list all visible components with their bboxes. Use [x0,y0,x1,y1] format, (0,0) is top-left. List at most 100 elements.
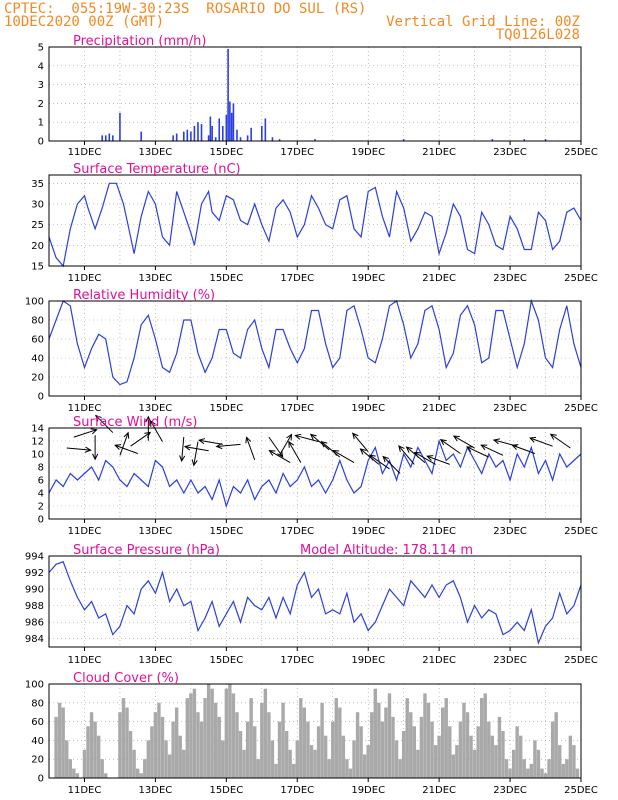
wind-arrow-shaft [406,446,426,463]
x-tick-label: 17DEC [280,655,314,666]
precipitation-bar [101,135,103,141]
wind-arrow-head [183,444,191,451]
cloud-cover-bar [203,698,207,778]
wind-arrow-shaft [181,437,185,462]
cloud-cover-bar [508,768,512,778]
cloud-cover-bar [313,749,317,778]
cloud-cover-bar [387,693,392,778]
wind-arrow-head [405,446,413,453]
header-run-date: 10DEC2020 00Z (GMT) [4,14,165,30]
x-tick-label: 19DEC [351,655,385,666]
wind-arrow-head [511,444,519,450]
y-tick-label: 990 [25,585,44,596]
cloud-cover-bar [61,707,65,778]
cloud-cover-bar [139,773,143,778]
precipitation-bar [182,131,185,141]
wind-arrow-head [95,414,102,422]
cloud-cover-bar [256,759,260,778]
x-tick-label: 21DEC [422,785,456,796]
x-tick-label: 15DEC [209,403,243,414]
precipitation-bar [108,133,111,141]
x-tick-label: 15DEC [209,273,243,284]
cloud-cover-bar [182,749,186,778]
panel-frame [48,683,582,779]
wind-arrow-shaft [295,434,319,443]
precipitation-bar [264,118,267,141]
cloud-cover-bar [164,740,168,778]
x-tick-label: 25DEC [564,526,598,537]
wind-arrow-head [114,444,122,450]
x-tick-label: 11DEC [68,403,102,414]
wind-arrow-head [368,454,376,461]
cloud-cover-bar [412,726,417,778]
cloud-cover-bar [249,698,253,778]
cloud-cover-bar [284,731,289,778]
x-tick-label: 25DEC [564,655,598,666]
wind-arrow-head [277,450,284,458]
cloud-cover-bar [419,716,424,778]
cloud-cover-bar [522,759,526,778]
cloud-cover-bar [504,759,509,778]
cloud-cover-bar [125,707,129,778]
x-tick-label: 15DEC [209,526,243,537]
x-tick-label: 13DEC [139,403,173,414]
x-tick-label: 13DEC [139,526,173,537]
wind-arrow-head [294,433,302,440]
wind-arrow-shaft [269,450,291,464]
cloud-cover-bar [288,749,292,778]
series-line [48,182,582,268]
cloud-cover-bar [373,688,377,778]
cloud-cover-bar [394,740,399,778]
y-tick-label: 8 [38,463,44,474]
cloud-cover-bar [100,759,104,778]
panel-title: Relative Humidity (%) [73,288,215,303]
cloud-cover-bar [121,698,126,778]
cloud-cover-bar [448,726,452,778]
series-line [48,298,582,386]
cloud-cover-bar [93,721,97,778]
panel-frame [48,174,582,267]
wind-arrow-head [413,451,421,458]
panel-frame [48,300,582,397]
cloud-cover-bar [416,749,420,778]
x-tick-label: 13DEC [139,147,173,158]
precipitation-bar [175,133,178,141]
cloud-cover-bar [366,745,370,778]
x-tick-label: 19DEC [351,526,385,537]
y-tick-label: 10 [31,450,44,461]
cloud-cover-bar [274,763,278,778]
cloud-cover-bar [355,712,360,778]
x-tick-label: 23DEC [493,655,527,666]
precipitation-bar [271,137,274,141]
wind-arrow-shaft [119,432,129,456]
cloud-cover-bar [309,745,314,778]
wind-arrow-shaft [193,441,199,466]
cloud-cover-bar [96,735,101,778]
wind-arrow-head [286,433,293,441]
cloud-cover-bar [575,768,580,778]
y-tick-label: 30 [31,199,44,210]
cloud-cover-bar [437,735,441,778]
wind-arrow-shaft [216,443,241,447]
cloud-cover-bar [515,726,519,778]
cloud-cover-bar [199,721,204,778]
wind-arrow-shaft [150,420,163,442]
wind-arrow-shaft [246,437,256,461]
cloud-cover-bar [479,698,484,778]
cloud-cover-bar [118,712,122,778]
cloud-cover-bar [89,712,94,778]
cloud-cover-bar [519,735,523,778]
wind-arrow-shaft [481,444,504,456]
cloud-cover-bar [409,712,413,778]
cloud-cover-bar [82,749,87,778]
cloud-cover-bar [231,693,236,778]
x-tick-label: 25DEC [564,147,598,158]
x-tick-label: 13DEC [139,785,173,796]
x-tick-label: 15DEC [209,147,243,158]
header-model-id: TQ0126L028 [495,27,580,43]
cloud-cover-bar [86,726,90,778]
wind-arrow-shaft [279,434,292,456]
y-tick-label: 60 [31,717,44,728]
cloud-cover-bar [370,712,374,778]
panel-title: Surface Temperature (nC) [73,162,241,177]
